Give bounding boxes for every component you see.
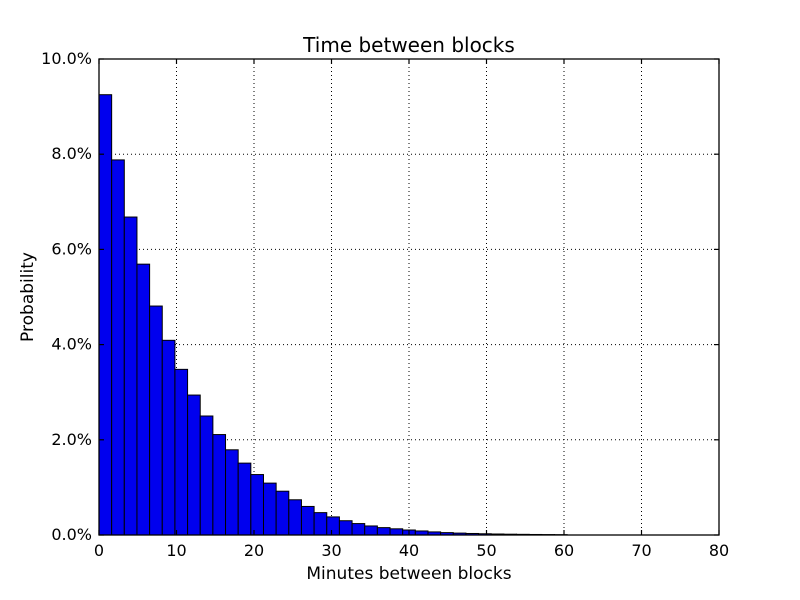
chart-title: Time between blocks bbox=[302, 33, 515, 57]
y-tick-labels: 0.0% 2.0% 4.0% 6.0% 8.0% 10.0% bbox=[41, 49, 92, 544]
x-tick-label: 80 bbox=[709, 541, 729, 560]
histogram-bar bbox=[174, 368, 189, 536]
y-tick-label: 6.0% bbox=[51, 239, 92, 258]
histogram-bar bbox=[199, 415, 214, 536]
y-tick-label: 2.0% bbox=[51, 430, 92, 449]
y-tick-label: 10.0% bbox=[41, 49, 92, 68]
y-tick-label: 0.0% bbox=[51, 525, 92, 544]
histogram-bar bbox=[338, 520, 353, 536]
histogram-bar bbox=[313, 512, 328, 536]
x-tick-label: 30 bbox=[321, 541, 341, 560]
y-tick-label: 8.0% bbox=[51, 144, 92, 163]
histogram-bar bbox=[237, 462, 252, 536]
y-axis-label: Probability bbox=[18, 252, 38, 342]
x-tick-label: 0 bbox=[94, 541, 104, 560]
histogram-bar bbox=[351, 523, 366, 536]
histogram-bar bbox=[300, 505, 315, 536]
histogram-bar bbox=[225, 449, 239, 536]
x-axis-label: Minutes between blocks bbox=[306, 564, 511, 584]
x-tick-labels: 0 10 20 30 40 50 60 70 80 bbox=[94, 541, 729, 560]
x-tick-label: 50 bbox=[476, 541, 496, 560]
histogram-bar bbox=[389, 528, 404, 536]
histogram-bar bbox=[123, 216, 138, 536]
histogram-bar bbox=[212, 434, 227, 536]
histogram-bar bbox=[262, 482, 277, 536]
histogram-bar bbox=[98, 94, 113, 536]
x-tick-label: 40 bbox=[399, 541, 419, 560]
tick-marks bbox=[98, 58, 720, 536]
x-tick-label: 10 bbox=[166, 541, 186, 560]
x-tick-label: 20 bbox=[244, 541, 264, 560]
x-tick-label: 60 bbox=[554, 541, 574, 560]
x-tick-label: 70 bbox=[631, 541, 651, 560]
histogram-bar bbox=[250, 474, 264, 536]
histogram-bar bbox=[161, 339, 176, 536]
histogram-bar bbox=[111, 159, 125, 536]
histogram-bar bbox=[187, 394, 201, 536]
histogram-bar bbox=[364, 525, 378, 536]
histogram-bar bbox=[149, 305, 163, 536]
histogram-bar bbox=[275, 490, 290, 536]
y-tick-label: 4.0% bbox=[51, 335, 92, 354]
histogram-bar bbox=[376, 527, 391, 536]
histogram-bar bbox=[326, 516, 340, 536]
histogram-bar bbox=[136, 263, 151, 536]
histogram-bar bbox=[288, 499, 302, 536]
